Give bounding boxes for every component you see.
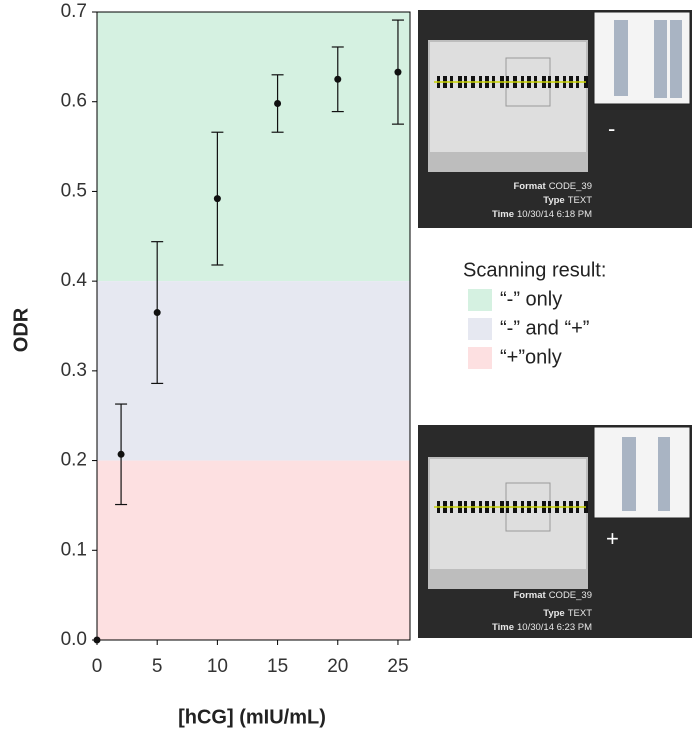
data-point <box>274 100 282 108</box>
inset-text: Time 10/30/14 6:18 PM <box>492 209 592 220</box>
y-tick-label: 0.2 <box>61 450 87 471</box>
inset-text: Type TEXT <box>543 608 592 619</box>
inset-text: Type TEXT <box>543 195 592 206</box>
plot-area: 0.0 0.1 0.2 0.3 0.4 0.5 0.6 0.7 0 5 10 15 20 25 <box>61 1 411 677</box>
legend: “-” only “-” and “+” “+”only <box>468 288 589 369</box>
plot-frame <box>96 11 411 641</box>
y-axis-label: ODR <box>10 307 32 352</box>
strip <box>622 437 636 511</box>
inset-sign: + <box>606 526 619 551</box>
legend-swatch <box>468 289 492 311</box>
legend-title: Scanning result: <box>463 259 606 281</box>
inset-screenshot: + Format CODE_39 Type TEXT Time 10/30/14 6:… <box>418 425 692 638</box>
legend-label: “-” only <box>500 288 562 310</box>
strip <box>654 20 667 98</box>
inset-text: Format CODE_39 <box>513 590 592 601</box>
legend-label: “+”only <box>500 346 562 368</box>
data-point <box>117 450 125 458</box>
y-tick-label: 0.0 <box>61 629 87 650</box>
data-point <box>153 309 161 317</box>
y-tick-label: 0.4 <box>61 270 88 291</box>
strip <box>658 437 670 511</box>
legend-swatch <box>468 318 492 340</box>
legend-label: “-” and “+” <box>500 317 589 339</box>
inset-text: Format CODE_39 <box>513 181 592 192</box>
inset-photo <box>430 459 586 569</box>
region-band <box>97 460 410 640</box>
data-point <box>213 195 221 203</box>
inset-text: Time 10/30/14 6:23 PM <box>492 622 592 633</box>
y-tick-label: 0.6 <box>61 91 87 112</box>
x-axis-label: [hCG] (mIU/mL) <box>178 706 326 728</box>
y-tick-label: 0.3 <box>61 360 87 381</box>
legend-swatch <box>468 347 492 369</box>
strip <box>670 20 682 98</box>
x-tick-label: 0 <box>92 656 103 677</box>
data-point <box>93 636 101 644</box>
y-tick-label: 0.5 <box>61 180 87 201</box>
x-tick-label: 5 <box>152 656 163 677</box>
inset-sign: - <box>608 116 615 141</box>
strip <box>614 20 628 96</box>
data-point <box>394 68 402 76</box>
x-tick-label: 10 <box>207 656 228 677</box>
x-tick-label: 20 <box>327 656 348 677</box>
x-tick-label: 15 <box>267 656 288 677</box>
region-band <box>97 281 410 461</box>
x-tick-label: 25 <box>387 656 408 677</box>
inset-photo <box>430 42 586 152</box>
data-point <box>334 75 342 83</box>
y-tick-label: 0.1 <box>61 539 87 560</box>
strip-photo <box>593 426 691 519</box>
y-tick-label: 0.7 <box>61 1 87 22</box>
inset-screenshot: - Format CODE_39 Type TEXT Time 10/30/14 6:… <box>418 10 692 228</box>
region-band <box>97 12 410 282</box>
